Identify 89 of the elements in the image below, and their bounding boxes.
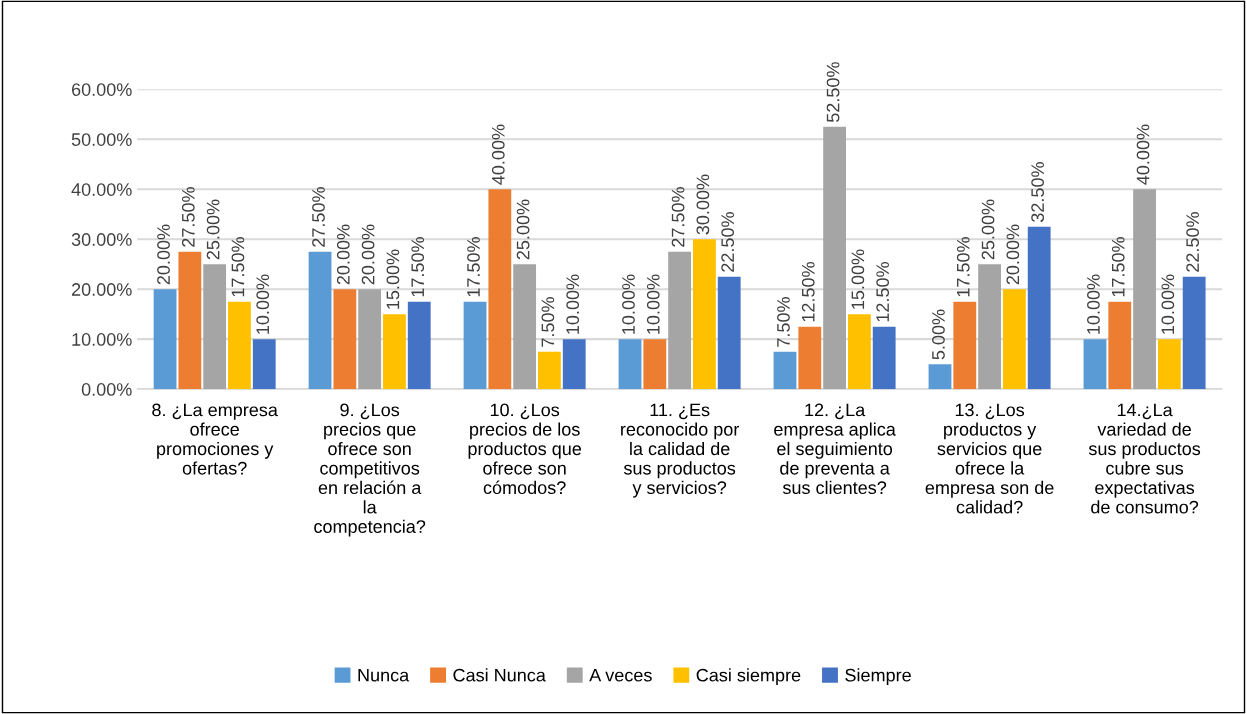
bar [1182, 276, 1206, 390]
bar [488, 189, 512, 390]
bar [643, 339, 667, 390]
data-label: 52.50% [826, 62, 840, 123]
data-label: 15.00% [386, 249, 400, 309]
bar [383, 314, 406, 390]
bar [513, 264, 537, 390]
data-label: 25.00% [516, 199, 530, 260]
y-tick-label: 60.00% [71, 83, 132, 96]
bar [407, 301, 431, 390]
data-label: 22.50% [1186, 212, 1200, 272]
x-tick-label: 14.¿La variedad de sus productos cubre sus expectativas de consumo? [1088, 403, 1201, 514]
data-label: 40.00% [1136, 124, 1150, 185]
bar [538, 351, 561, 390]
bar [847, 314, 871, 390]
bar [823, 126, 847, 390]
bar [228, 301, 251, 390]
bar [618, 339, 642, 390]
data-label: 7.50% [541, 297, 555, 347]
bar [252, 339, 276, 390]
bar [308, 251, 332, 390]
data-label: 17.50% [411, 237, 425, 297]
legend-label: Casi siempre [696, 668, 801, 686]
data-label: 20.00% [1006, 224, 1020, 285]
bar [562, 339, 586, 390]
legend-label: A veces [589, 668, 652, 682]
bar [693, 239, 716, 390]
x-tick-label: 8. ¿La empresa ofrece promociones y ofertas? [152, 403, 278, 475]
legend-label: Nunca [358, 668, 410, 682]
bar [798, 326, 822, 390]
x-tick-label: 10. ¿Los precios de los productos que ofrece son cómodos? [468, 403, 582, 495]
bar [1108, 301, 1132, 390]
data-label: 30.00% [696, 174, 710, 235]
y-tick-label: 50.00% [71, 133, 132, 146]
y-tick-label: 30.00% [71, 233, 132, 246]
bar [358, 289, 382, 390]
y-tick-label: 40.00% [71, 183, 132, 196]
y-tick-label: 20.00% [71, 283, 132, 296]
data-label: 32.50% [1031, 162, 1045, 223]
bar [463, 301, 487, 390]
bar [928, 364, 952, 390]
data-label: 17.50% [1111, 237, 1125, 297]
bar [203, 264, 227, 390]
data-label: 10.00% [256, 274, 270, 334]
data-label: 20.00% [157, 224, 170, 285]
x-tick-label: 13. ¿Los productos y servicios que ofrece la empresa son de calidad? [925, 403, 1054, 514]
bar [1133, 189, 1156, 390]
bar [1027, 226, 1051, 390]
data-label: 27.50% [181, 187, 195, 247]
x-tick-label: 9. ¿Los precios que ofrece son competitivos en relación a la competencia? [314, 403, 426, 537]
bar [717, 276, 741, 390]
bar [978, 264, 1001, 390]
data-label: 12.50% [876, 262, 890, 322]
data-label: 12.50% [801, 262, 815, 322]
data-label: 10.00% [566, 274, 580, 334]
data-label: 25.00% [206, 199, 220, 260]
data-label: 10.00% [622, 274, 635, 334]
data-label: 22.50% [721, 212, 735, 272]
data-label: 20.00% [336, 224, 350, 285]
bar [1157, 339, 1181, 390]
data-label: 7.50% [777, 297, 790, 347]
data-label: 25.00% [981, 199, 995, 260]
bar [953, 301, 977, 390]
bar [668, 251, 692, 390]
data-label: 5.00% [932, 309, 945, 360]
bar [1002, 289, 1026, 390]
data-label: 40.00% [491, 124, 505, 185]
data-label: 10.00% [1161, 274, 1175, 334]
data-label: 17.50% [467, 237, 480, 297]
data-label: 20.00% [361, 224, 375, 285]
bar [178, 251, 202, 390]
data-label: 17.50% [956, 237, 970, 297]
bar [773, 351, 797, 390]
y-tick-label: 10.00% [72, 333, 132, 346]
data-label: 10.00% [646, 274, 660, 334]
data-label: 27.50% [312, 187, 325, 247]
bar [333, 289, 357, 390]
bar [1083, 339, 1107, 390]
data-label: 27.50% [671, 187, 685, 247]
bar [153, 289, 177, 390]
x-tick-label: 11. ¿Es reconocido por la calidad de sus productos y servicios? [621, 403, 740, 498]
legend-label: Siempre [845, 668, 911, 686]
data-label: 15.00% [851, 249, 865, 309]
x-tick-label: 12. ¿La empresa aplica el seguimiento de preventa a sus clientes? [774, 403, 896, 495]
data-label: 10.00% [1087, 274, 1100, 334]
y-tick-label: 0.00% [81, 383, 132, 396]
bar [872, 326, 896, 390]
data-label: 17.50% [231, 237, 245, 297]
legend-label: Casi Nunca [453, 668, 546, 682]
